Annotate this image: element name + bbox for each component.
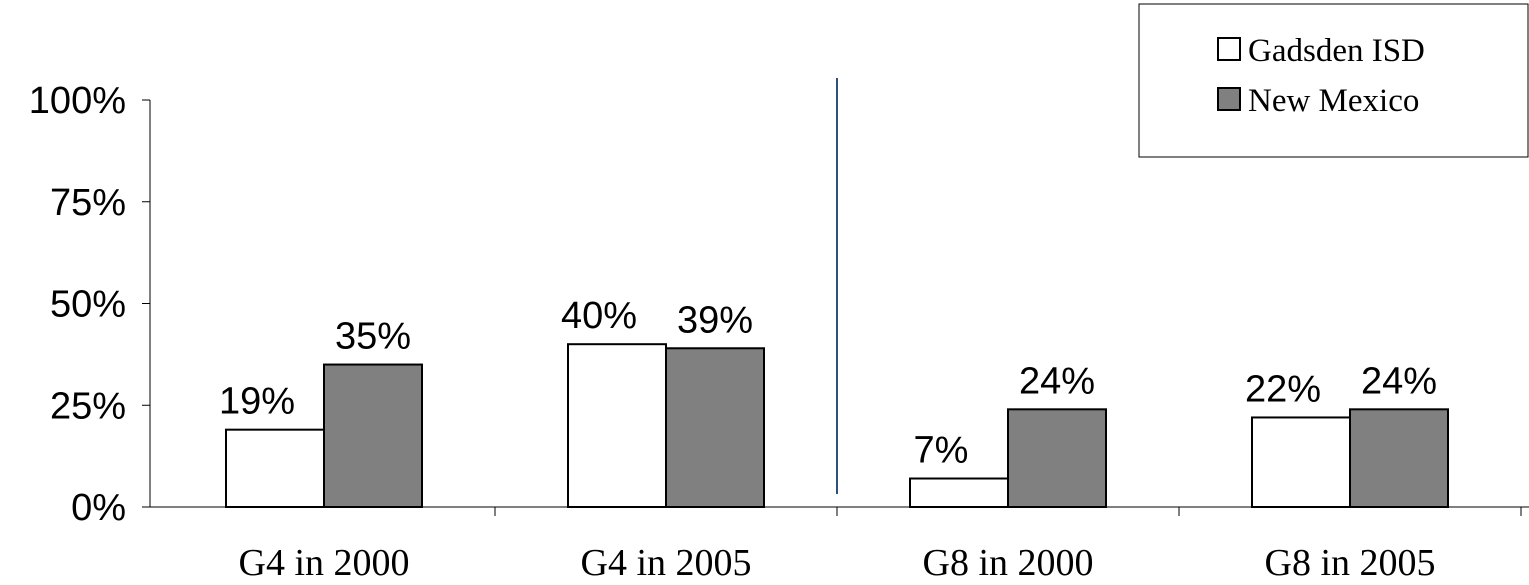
bar-new-mexico: [323, 363, 423, 508]
chart-data-labels: 19% 35% 40% 39% 7% 24% 22% 24%: [219, 295, 1437, 471]
data-label: 39%: [677, 299, 753, 341]
legend-label: Gadsden ISD: [1248, 33, 1425, 69]
x-tick-label: G4 in 2000: [239, 542, 410, 584]
y-tick-label: 0%: [71, 487, 126, 529]
bar-gadsden-isd: [567, 343, 667, 509]
bar-gadsden-isd: [225, 428, 325, 509]
bar-new-mexico: [1349, 408, 1449, 509]
bar-new-mexico: [1007, 408, 1107, 509]
data-label: 24%: [1361, 360, 1437, 402]
y-tick-label: 75%: [50, 182, 126, 224]
legend-label: New Mexico: [1248, 83, 1419, 119]
data-label: 35%: [335, 316, 411, 358]
legend-swatch: [1217, 37, 1241, 61]
y-tick-label: 50%: [50, 284, 126, 326]
legend-box: [1138, 3, 1529, 158]
x-tick-label: G4 in 2005: [581, 542, 752, 584]
bar-gadsden-isd: [909, 477, 1009, 509]
data-label: 22%: [1245, 368, 1321, 410]
x-tick-label: G8 in 2000: [923, 542, 1094, 584]
data-label: 19%: [219, 381, 295, 423]
data-label: 24%: [1019, 360, 1095, 402]
chart-axes: 0% 25% 50% 75% 100% G4 in 2000 G4 in 2005 G8 in…: [29, 78, 1529, 584]
chart-bars: [225, 343, 1449, 509]
chart-legend: Gadsden ISD New Mexico: [1138, 3, 1529, 158]
y-tick-label: 100%: [29, 80, 126, 122]
data-label: 40%: [561, 295, 637, 337]
legend-swatch: [1217, 87, 1241, 111]
bar-gadsden-isd: [1251, 416, 1351, 508]
data-label: 7%: [914, 430, 969, 472]
bar-new-mexico: [665, 347, 765, 508]
y-tick-label: 25%: [50, 385, 126, 427]
x-tick-label: G8 in 2005: [1265, 542, 1436, 584]
